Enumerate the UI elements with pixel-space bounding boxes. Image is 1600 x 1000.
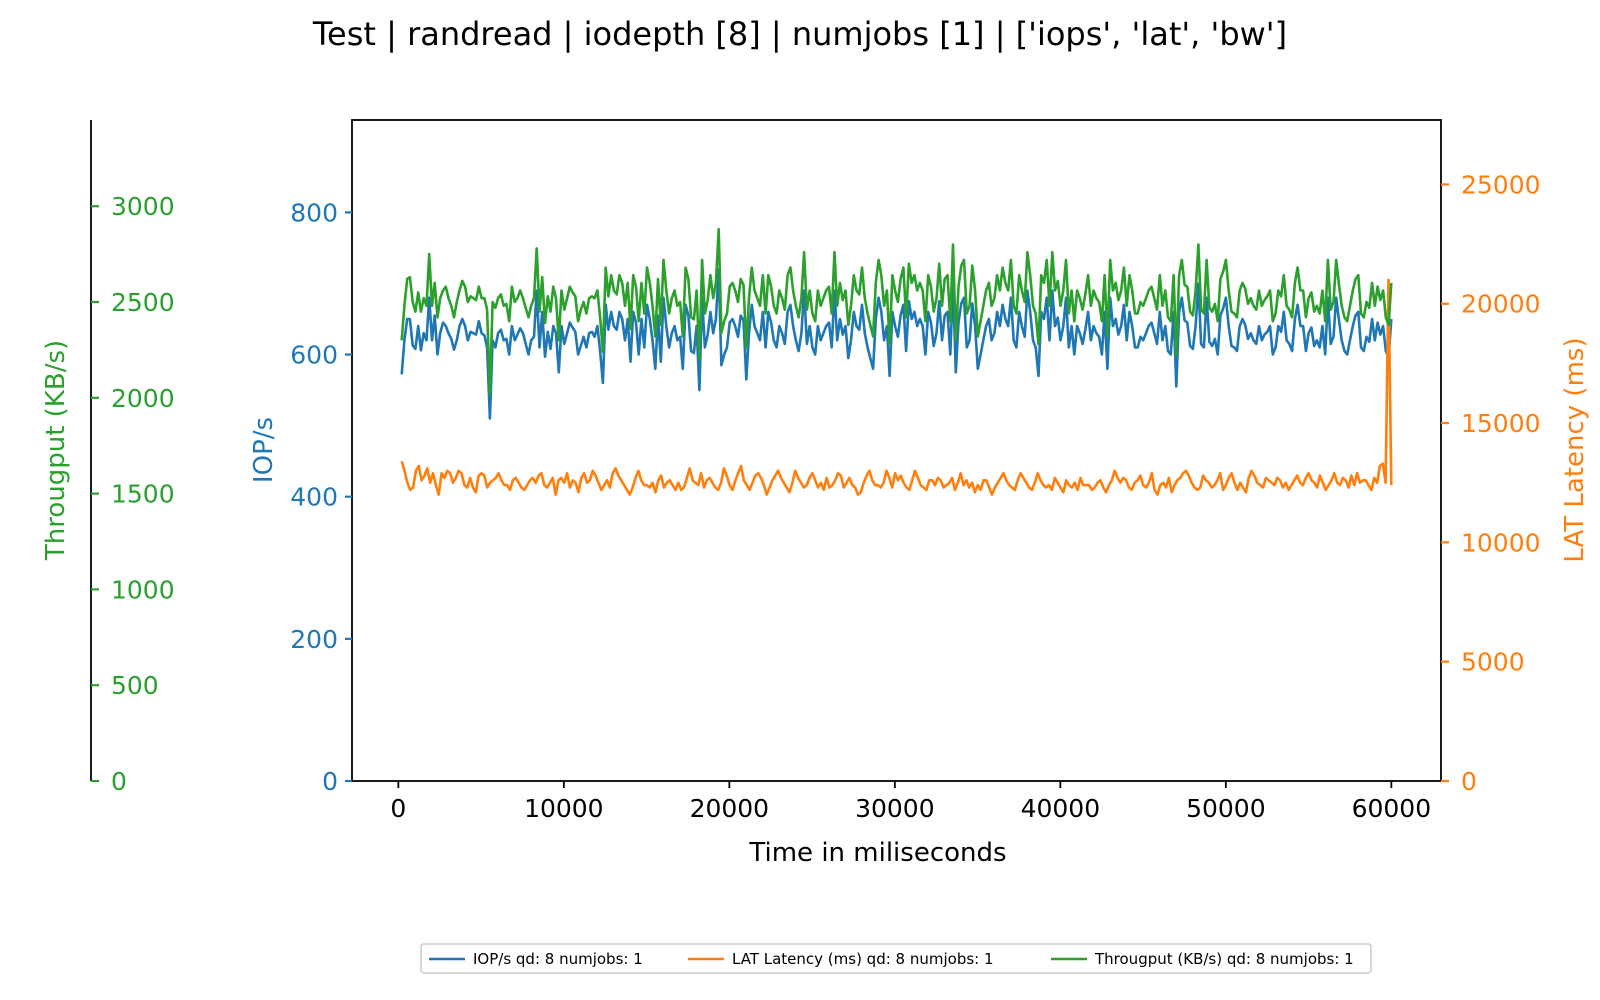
legend-frame (420, 943, 1372, 974)
series-line-iops (400, 267, 1393, 420)
latency-tick-label: 15000 (1461, 409, 1541, 438)
legend-label-iops: IOP/s qd: 8 numjobs: 1 (473, 950, 643, 968)
latency-tick-label: 25000 (1461, 170, 1541, 199)
latency-axis-label: LAT Latency (ms) (1560, 337, 1590, 562)
legend: IOP/s qd: 8 numjobs: 1 LAT Latency (ms) q… (420, 943, 1372, 974)
axes-group: 0 10000 20000 30000 40000 50000 60000020040060… (90, 119, 1541, 823)
latency-tick-label: 5000 (1461, 648, 1525, 677)
iops-axis-label: IOP/s (249, 417, 279, 483)
throughput-axis-label: Througput (KB/s) (41, 340, 71, 561)
iops-tick-label: 0 (322, 767, 338, 796)
throughput-tick-label: 500 (111, 671, 159, 700)
x-tick-label: 0 (390, 794, 406, 823)
throughput-tick-label: 2000 (111, 384, 175, 413)
throughput-tick-label: 0 (111, 767, 127, 796)
chart-title: Test | randread | iodepth [8] | numjobs … (312, 15, 1287, 53)
plot-area (400, 227, 1393, 496)
x-axis-label: Time in miliseconds (748, 838, 1006, 868)
iops-tick-label: 200 (290, 625, 338, 654)
throughput-tick-label: 3000 (111, 192, 175, 221)
legend-label-bw: Througput (KB/s) qd: 8 numjobs: 1 (1094, 950, 1354, 968)
x-tick-label: 30000 (855, 794, 935, 823)
iops-tick-label: 400 (290, 483, 338, 512)
iops-tick-label: 800 (290, 198, 338, 227)
x-tick-label: 20000 (690, 794, 770, 823)
legend-label-lat: LAT Latency (ms) qd: 8 numjobs: 1 (732, 950, 994, 968)
x-tick-label: 10000 (524, 794, 604, 823)
latency-tick-label: 10000 (1461, 528, 1541, 557)
iops-tick-label: 600 (290, 341, 338, 370)
series-line-bw (400, 227, 1393, 396)
x-tick-label: 60000 (1352, 794, 1432, 823)
x-tick-label: 50000 (1186, 794, 1266, 823)
plot-frame (351, 119, 1442, 782)
latency-tick-label: 20000 (1461, 290, 1541, 319)
x-tick-label: 40000 (1021, 794, 1101, 823)
throughput-tick-label: 2500 (111, 288, 175, 317)
latency-tick-label: 0 (1461, 767, 1477, 796)
series-line-lat (400, 278, 1393, 496)
throughput-tick-label: 1000 (111, 575, 175, 604)
throughput-tick-label: 1500 (111, 480, 175, 509)
